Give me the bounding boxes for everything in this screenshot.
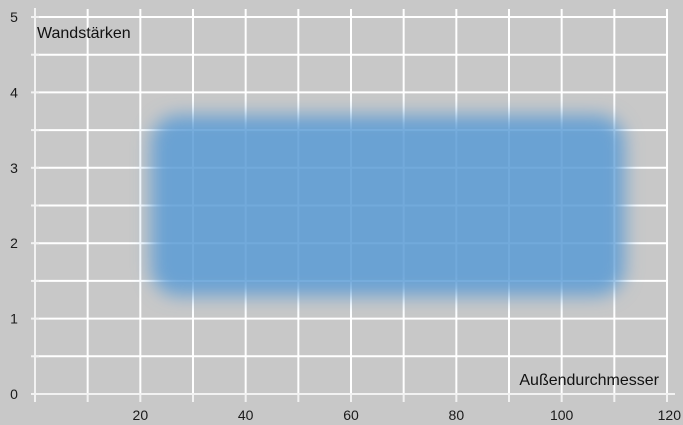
x-axis-title: Außendurchmesser (519, 372, 659, 389)
tick-labels: 0 1 2 3 4 5 20 40 60 80 100 120 (10, 9, 681, 423)
x-tick-label: 100 (550, 407, 574, 423)
range-region (150, 115, 625, 296)
x-tick-label: 60 (343, 407, 359, 423)
x-tick-label: 40 (238, 407, 254, 423)
x-tick-label: 80 (449, 407, 465, 423)
y-tick-label: 3 (10, 160, 18, 176)
y-tick-label: 0 (10, 386, 18, 402)
y-tick-label: 4 (10, 84, 18, 100)
x-tick-label: 120 (658, 407, 682, 423)
x-tick-label: 20 (133, 407, 149, 423)
region-layer (150, 115, 625, 296)
y-tick-label: 1 (10, 311, 18, 327)
axes (31, 8, 675, 402)
y-tick-label: 5 (10, 9, 18, 25)
y-axis-title: Wandstärken (37, 25, 131, 42)
y-tick-label: 2 (10, 235, 18, 251)
